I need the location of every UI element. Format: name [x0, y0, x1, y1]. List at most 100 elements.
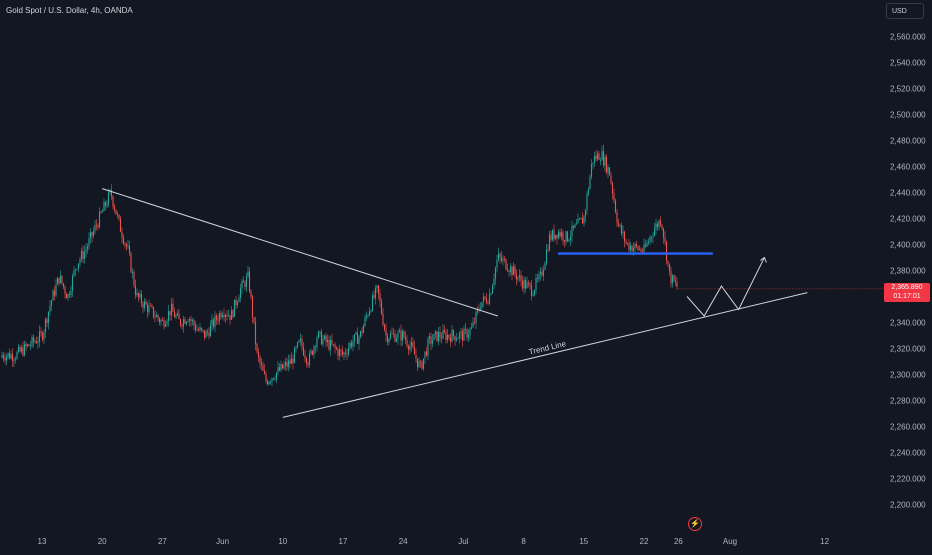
candle-body — [370, 310, 372, 312]
candle-body — [388, 338, 390, 342]
candle-body — [356, 332, 359, 344]
candle-body — [230, 310, 233, 320]
candle-body — [137, 293, 140, 298]
candle-body — [380, 301, 383, 314]
candle-body — [292, 358, 294, 364]
candle-body — [284, 362, 287, 366]
candle-body — [646, 242, 648, 247]
candle-body — [259, 356, 261, 364]
candle-body — [50, 300, 53, 306]
candle-body — [442, 330, 444, 339]
time-tick-label: 17 — [339, 537, 348, 546]
candle-body — [179, 319, 182, 326]
candle-body — [481, 302, 483, 309]
candle-body — [430, 336, 432, 344]
candle-body — [286, 362, 288, 367]
candle-body — [457, 338, 459, 339]
candle-body — [574, 224, 576, 228]
candle-body — [545, 249, 548, 264]
candle-body — [520, 275, 522, 281]
candle-body — [503, 258, 506, 260]
candle-body — [130, 253, 132, 273]
candle-body — [634, 243, 636, 249]
candle-body — [229, 315, 231, 320]
candle-body — [164, 324, 167, 327]
candle-body — [487, 302, 489, 304]
candle-body — [104, 201, 107, 206]
time-tick-label: 10 — [278, 537, 287, 546]
candle-body — [140, 293, 143, 304]
candle-body — [550, 234, 552, 240]
candle-body — [502, 258, 504, 261]
candle-body — [328, 339, 330, 350]
candle-body — [343, 352, 345, 355]
candle-body — [239, 288, 242, 298]
candle-body — [205, 331, 207, 338]
time-tick-label: 26 — [674, 537, 683, 546]
candle-body — [458, 333, 461, 339]
candle-body — [479, 308, 482, 310]
candle-body — [191, 320, 194, 322]
candle-body — [463, 328, 465, 341]
candle-body — [157, 315, 159, 319]
candle-body — [173, 311, 176, 318]
candle-body — [190, 319, 192, 321]
candle-body — [449, 337, 452, 342]
candle-body — [589, 176, 591, 190]
candle-body — [493, 278, 495, 286]
candle-body — [410, 342, 413, 347]
candle-body — [395, 338, 398, 342]
candle-body — [167, 311, 170, 321]
candle-body — [14, 359, 17, 360]
candle-body — [559, 231, 561, 237]
candle-body — [125, 243, 128, 247]
candle-body — [278, 367, 281, 371]
candle-body — [143, 301, 146, 308]
candle-body — [121, 231, 123, 238]
candle-body — [415, 354, 417, 359]
candle-body — [610, 175, 612, 184]
candle-body — [473, 322, 476, 324]
candle-body — [461, 331, 464, 341]
last-price-value: 2,365.890 — [891, 284, 923, 291]
candle-body — [596, 153, 599, 160]
candle-body — [202, 329, 204, 331]
projection-path — [686, 257, 765, 317]
price-tick-label: 2,280.000 — [890, 397, 926, 406]
candle-body — [28, 344, 30, 346]
candle-body — [505, 259, 507, 270]
time-tick-label: 12 — [820, 537, 829, 546]
candle-body — [347, 347, 350, 355]
symbol-title[interactable]: Gold Spot / U.S. Dollar, 4h, OANDA — [6, 6, 133, 15]
candle-body — [647, 241, 650, 243]
candle-body — [640, 249, 642, 252]
candle-body — [242, 280, 245, 283]
candle-body — [211, 319, 213, 326]
lightning-icon[interactable]: ⚡ — [688, 517, 702, 531]
last-price-tag: 2,365.890 01:17:01 — [884, 283, 930, 302]
price-tick-label: 2,440.000 — [890, 189, 926, 198]
candle-body — [20, 347, 23, 352]
candle-body — [658, 220, 660, 228]
candle-body — [361, 331, 363, 333]
currency-button[interactable]: USD — [886, 3, 924, 19]
candle-body — [233, 299, 236, 317]
candle-body — [154, 316, 156, 318]
price-tick-label: 2,560.000 — [890, 33, 926, 42]
candle-body — [319, 331, 321, 333]
candle-body — [149, 305, 152, 307]
candle-body — [670, 270, 672, 284]
candle-body — [8, 352, 11, 359]
candle-body — [517, 277, 519, 280]
candle-body — [25, 343, 27, 347]
candle-body — [59, 275, 62, 284]
candle-body — [376, 285, 378, 288]
candle-body — [437, 331, 440, 342]
candle-body — [400, 330, 402, 341]
candle-body — [491, 285, 494, 294]
candle-body — [494, 267, 497, 279]
candle-body — [652, 235, 654, 237]
candle-body — [314, 346, 317, 348]
